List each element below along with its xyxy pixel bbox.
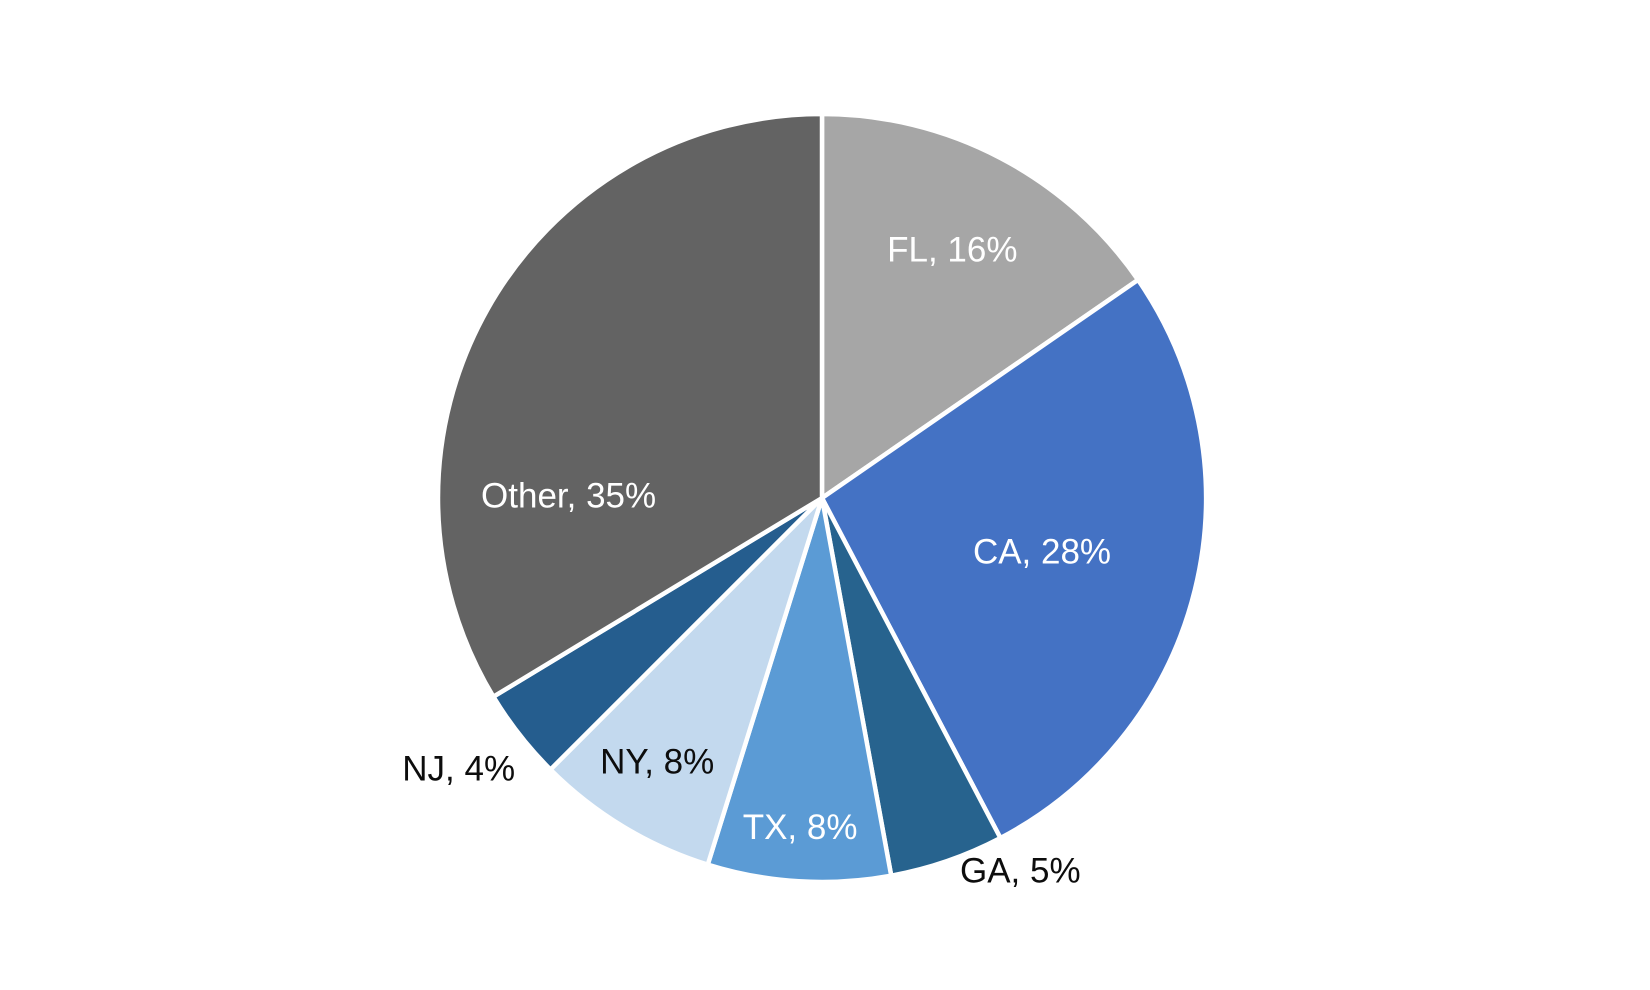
- pie-slice-tx[interactable]: [705, 495, 894, 885]
- pie-label-other: Other, 35%: [481, 476, 656, 515]
- pie-label-nj: NJ, 4%: [402, 749, 515, 788]
- pie-label-ca: CA, 28%: [973, 533, 1111, 572]
- pie-slice-ca[interactable]: [819, 277, 1209, 841]
- pie-label-tx: TX, 8%: [743, 808, 858, 847]
- pie-slice-other[interactable]: [435, 111, 825, 699]
- pie-slice-fl[interactable]: [819, 111, 1141, 501]
- pie-label-ga: GA, 5%: [960, 852, 1081, 891]
- pie-label-ny: NY, 8%: [600, 742, 714, 781]
- pie-slice-ny[interactable]: [548, 495, 825, 867]
- pie-label-fl: FL, 16%: [887, 230, 1017, 269]
